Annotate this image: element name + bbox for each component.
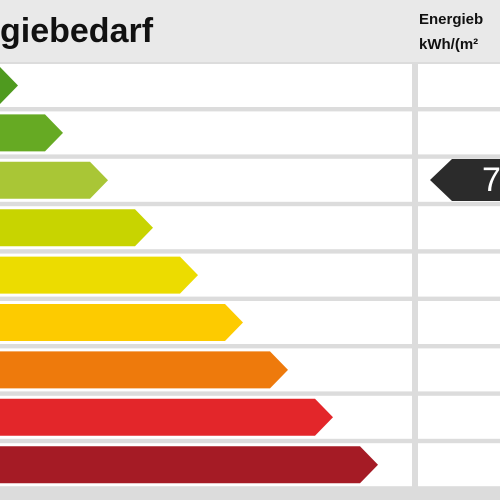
column-title: Energieb — [419, 11, 483, 28]
row-cell — [418, 301, 500, 344]
header-band — [0, 0, 500, 62]
title: giebedarf — [0, 12, 154, 50]
class-arrow — [0, 304, 243, 341]
indicator: 7 — [430, 159, 500, 201]
class-arrow — [0, 256, 198, 294]
class-arrow — [0, 209, 153, 247]
row-cell — [418, 111, 500, 155]
class-arrow — [0, 161, 108, 199]
class-arrow — [0, 67, 18, 104]
class-arrow — [0, 398, 333, 436]
row — [0, 111, 412, 155]
row-cell — [418, 253, 500, 297]
indicator-label: 7 — [482, 161, 500, 199]
row-cell — [418, 64, 500, 107]
row-cell — [418, 206, 500, 250]
class-arrow — [0, 114, 63, 152]
row — [0, 64, 412, 107]
row-cell — [418, 348, 500, 392]
row-cell — [418, 395, 500, 439]
rows — [0, 64, 500, 487]
column-unit: kWh/(m² — [419, 36, 478, 53]
row-cell — [418, 443, 500, 487]
indicator-arrow — [430, 159, 500, 201]
class-arrow — [0, 351, 288, 389]
class-arrow — [0, 446, 378, 484]
